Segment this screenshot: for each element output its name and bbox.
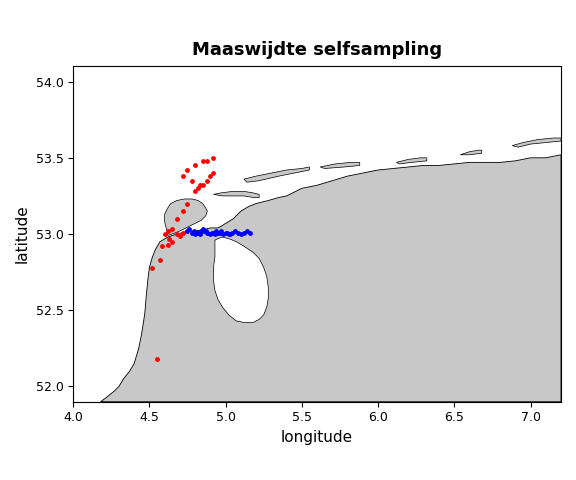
Polygon shape — [512, 138, 561, 147]
Point — [213, 228, 222, 236]
Point — [242, 227, 252, 235]
Point — [221, 228, 230, 236]
Title: Maaswijdte selfsampling: Maaswijdte selfsampling — [192, 41, 442, 59]
Point — [227, 228, 236, 236]
Polygon shape — [244, 167, 309, 182]
Point — [206, 172, 215, 180]
Point — [165, 235, 174, 242]
Point — [236, 230, 245, 238]
Point — [209, 154, 218, 162]
Point — [163, 241, 172, 249]
Polygon shape — [101, 155, 561, 402]
Point — [163, 227, 172, 235]
Point — [230, 227, 240, 235]
Polygon shape — [165, 199, 207, 236]
Point — [224, 230, 233, 238]
Point — [183, 166, 192, 174]
Point — [222, 228, 232, 236]
Point — [168, 238, 177, 245]
Point — [198, 226, 207, 233]
Point — [172, 215, 181, 223]
Point — [209, 228, 218, 236]
Point — [191, 188, 200, 195]
Polygon shape — [214, 192, 259, 197]
Polygon shape — [396, 158, 427, 164]
Point — [195, 230, 204, 238]
Point — [179, 207, 188, 215]
Point — [198, 157, 207, 165]
Point — [203, 228, 212, 236]
Point — [179, 172, 188, 180]
Point — [179, 228, 188, 236]
Point — [157, 242, 166, 250]
Point — [212, 227, 221, 235]
Point — [215, 228, 224, 236]
Point — [196, 227, 206, 235]
Point — [201, 227, 210, 235]
Point — [206, 230, 215, 238]
Point — [183, 200, 192, 207]
Point — [233, 228, 242, 236]
Point — [194, 184, 203, 192]
Point — [195, 181, 204, 189]
Point — [184, 226, 194, 233]
Point — [209, 169, 218, 177]
Polygon shape — [320, 162, 360, 168]
Point — [207, 228, 217, 236]
Point — [217, 227, 226, 235]
Point — [148, 264, 157, 271]
Point — [200, 227, 209, 235]
Point — [168, 226, 177, 233]
Point — [218, 230, 227, 238]
Point — [175, 232, 184, 240]
Point — [226, 230, 235, 238]
Y-axis label: latitude: latitude — [15, 204, 30, 264]
Point — [245, 228, 255, 236]
Point — [239, 228, 248, 236]
Point — [203, 157, 212, 165]
Point — [198, 181, 207, 189]
Point — [172, 230, 181, 238]
Point — [183, 227, 192, 235]
Point — [153, 355, 162, 363]
Point — [203, 177, 212, 184]
Point — [192, 228, 201, 236]
Point — [160, 230, 169, 238]
Polygon shape — [460, 150, 482, 155]
Point — [194, 228, 203, 236]
Polygon shape — [214, 237, 268, 323]
Point — [189, 227, 198, 235]
Point — [156, 256, 165, 264]
Point — [187, 177, 196, 184]
Point — [191, 162, 200, 169]
Point — [210, 230, 219, 238]
Point — [191, 230, 200, 238]
X-axis label: longitude: longitude — [281, 430, 353, 445]
Point — [187, 228, 196, 236]
